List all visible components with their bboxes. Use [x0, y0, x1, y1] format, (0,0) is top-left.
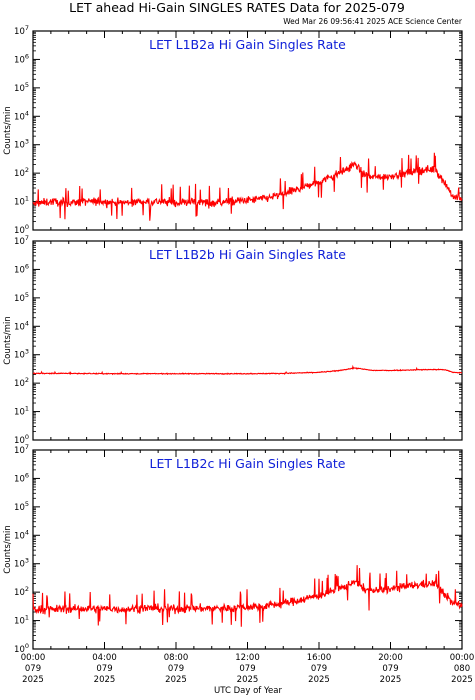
data-series-line	[32, 152, 463, 221]
y-axis-label: Counts/min	[3, 525, 13, 574]
x-tick-label-doy: 079	[239, 664, 255, 674]
chart-panel-3: 100 101 102 103 104 105 106 107 Counts/min LET L1…	[3, 443, 474, 685]
y-tick-label: 104	[14, 528, 29, 541]
x-tick-label-year: 2025	[94, 675, 116, 685]
y-tick-label: 101	[14, 405, 29, 418]
y-tick-label: 100	[14, 223, 29, 236]
data-series-line	[32, 364, 463, 376]
y-tick-label: 103	[14, 138, 29, 151]
timestamp-label: Wed Mar 26 09:56:41 2025 ACE Science Cen…	[283, 17, 463, 26]
y-tick-label: 107	[14, 234, 29, 247]
x-tick-label-time: 16:00	[307, 653, 332, 663]
x-tick-label-time: 08:00	[164, 653, 189, 663]
x-tick-label-year: 2025	[451, 675, 473, 685]
x-tick-label-doy: 079	[382, 664, 398, 674]
chart-panel-2: 100 101 102 103 104 105 106 107 Counts/min LET L1…	[3, 234, 463, 446]
x-tick-label-doy: 079	[25, 664, 41, 674]
x-tick-label-year: 2025	[165, 675, 187, 685]
x-tick-label-year: 2025	[237, 675, 259, 685]
x-tick-label-time: 20:00	[378, 653, 403, 663]
y-tick-label: 101	[14, 614, 29, 627]
y-tick-label: 107	[14, 443, 29, 456]
x-axis-label: UTC Day of Year	[214, 686, 282, 696]
x-tick-label-doy: 080	[454, 664, 470, 674]
panel-title: LET L1B2c Hi Gain Singles Rate	[150, 456, 346, 471]
y-tick-label: 105	[14, 291, 29, 304]
y-tick-label: 106	[14, 52, 29, 65]
y-tick-label: 100	[14, 642, 29, 655]
panel-title: LET L1B2a Hi Gain Singles Rate	[149, 37, 346, 52]
y-tick-label: 107	[14, 24, 29, 37]
x-tick-label-year: 2025	[380, 675, 402, 685]
x-tick-label-time: 12:00	[235, 653, 260, 663]
y-tick-label: 102	[14, 585, 29, 598]
plot-frame	[32, 449, 463, 650]
panel-title: LET L1B2b Hi Gain Singles Rate	[149, 247, 346, 262]
y-tick-label: 101	[14, 195, 29, 208]
x-tick-label-doy: 079	[168, 664, 184, 674]
y-tick-label: 103	[14, 348, 29, 361]
chart-panels: 100 101 102 103 104 105 106 107 Counts/min LET L1…	[3, 24, 474, 685]
y-tick-label: 102	[14, 166, 29, 179]
data-series-line	[32, 565, 463, 627]
x-tick-label-doy: 079	[311, 664, 327, 674]
y-tick-label: 105	[14, 500, 29, 513]
figure-title: LET ahead Hi-Gain SINGLES RATES Data for…	[69, 0, 405, 15]
y-tick-label: 104	[14, 319, 29, 332]
y-tick-label: 102	[14, 376, 29, 389]
x-tick-label-time: 00:00	[450, 653, 475, 663]
chart-panel-1: 100 101 102 103 104 105 106 107 Counts/min LET L1…	[3, 24, 463, 236]
y-tick-label: 106	[14, 471, 29, 484]
y-tick-label: 103	[14, 557, 29, 570]
x-tick-label-year: 2025	[308, 675, 330, 685]
x-tick-label-time: 00:00	[21, 653, 46, 663]
x-tick-label-year: 2025	[22, 675, 44, 685]
y-tick-label: 104	[14, 109, 29, 122]
x-tick-label-doy: 079	[96, 664, 112, 674]
y-tick-label: 106	[14, 262, 29, 275]
y-axis-label: Counts/min	[3, 106, 13, 155]
y-axis-label: Counts/min	[3, 316, 13, 365]
y-tick-label: 100	[14, 433, 29, 446]
x-tick-label-time: 04:00	[92, 653, 117, 663]
y-tick-label: 105	[14, 81, 29, 94]
plot-frame	[32, 240, 463, 441]
